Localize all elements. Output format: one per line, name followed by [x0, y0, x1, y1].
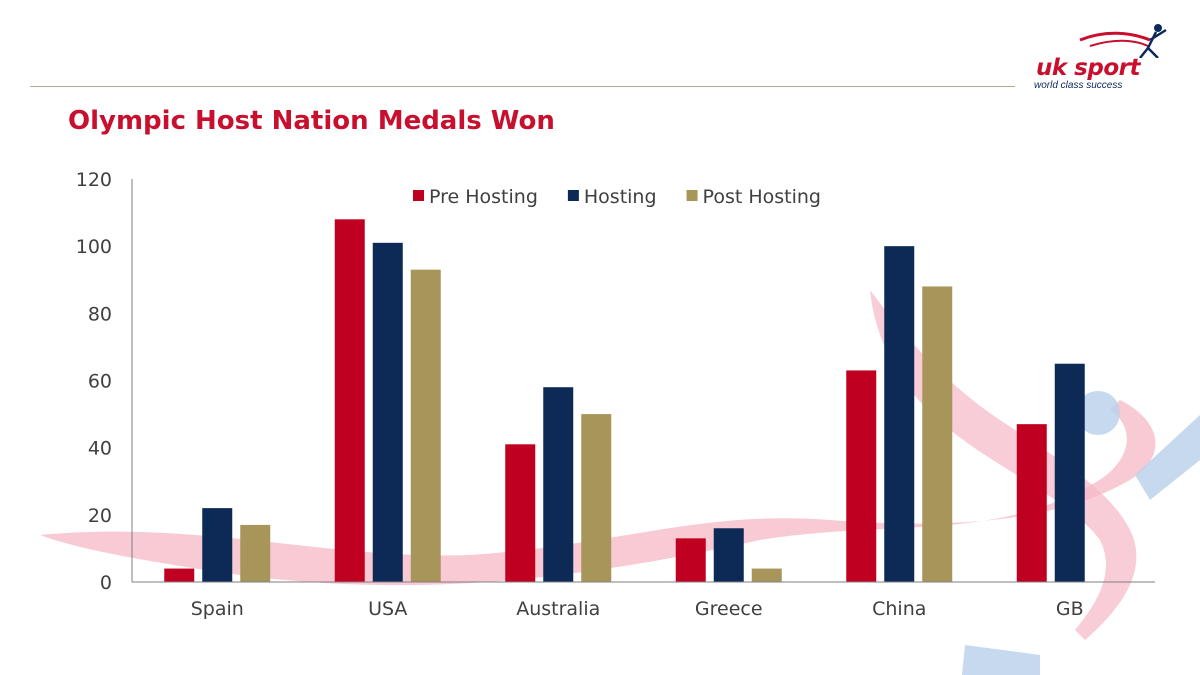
bar-post-hosting-china	[922, 286, 953, 582]
y-tick-label: 20	[88, 505, 112, 527]
athlete-figure-icon	[1079, 24, 1167, 58]
x-category-label: USA	[368, 598, 407, 620]
x-category-label: GB	[1056, 598, 1084, 620]
blue-circle	[1076, 391, 1120, 435]
legend-swatch	[567, 190, 579, 201]
bar-hosting-usa	[372, 242, 403, 582]
x-category-label: Spain	[191, 598, 244, 620]
legend: Pre Hosting Hosting Post Hosting	[413, 186, 821, 208]
logo-tagline: world class success	[1034, 80, 1123, 91]
uk-sport-logo: uk sport world class success	[1030, 18, 1180, 98]
x-category-label: Australia	[516, 598, 600, 620]
bar-pre-hosting-gb	[1016, 424, 1047, 582]
blue-swoosh	[1135, 415, 1200, 500]
header-divider	[30, 86, 1015, 87]
logo-wordmark: uk sport	[1036, 55, 1140, 81]
bar-post-hosting-usa	[410, 269, 441, 582]
bar-hosting-australia	[543, 387, 574, 582]
y-tick-label: 0	[100, 572, 112, 594]
y-tick-label: 100	[76, 236, 112, 258]
legend-swatch	[686, 190, 698, 201]
bar-pre-hosting-spain	[164, 568, 195, 582]
legend-label: Hosting	[584, 186, 657, 208]
legend-label: Post Hosting	[703, 186, 821, 208]
y-tick-label: 80	[88, 303, 112, 325]
bars	[164, 219, 1085, 583]
x-category-label: Greece	[695, 598, 763, 620]
bar-hosting-china	[884, 246, 915, 582]
y-tick-label: 40	[88, 438, 112, 460]
bar-post-hosting-spain	[240, 524, 271, 582]
bar-hosting-greece	[713, 528, 744, 582]
blue-swoosh-bottom	[962, 645, 1040, 675]
bar-post-hosting-australia	[581, 414, 612, 582]
legend-label: Pre Hosting	[429, 186, 538, 208]
bar-pre-hosting-greece	[675, 538, 706, 582]
page-title: Olympic Host Nation Medals Won	[68, 106, 555, 136]
bar-hosting-gb	[1054, 363, 1085, 582]
bar-pre-hosting-usa	[334, 219, 365, 583]
bar-pre-hosting-australia	[505, 444, 536, 582]
x-category-label: China	[872, 598, 926, 620]
bar-hosting-spain	[202, 508, 233, 582]
legend-swatch	[413, 190, 424, 201]
x-axis-categories: Spain USA Australia Greece China GB	[191, 598, 1084, 620]
bar-post-hosting-greece	[751, 568, 782, 582]
y-axis-ticks: 0 20 40 60 80 100 120	[76, 169, 112, 594]
bar-pre-hosting-china	[846, 370, 877, 582]
y-tick-label: 60	[88, 371, 112, 393]
y-tick-label: 120	[76, 169, 112, 191]
